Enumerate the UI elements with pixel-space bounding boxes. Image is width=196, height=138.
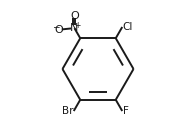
Text: Br: Br	[62, 106, 73, 116]
Text: +: +	[74, 21, 81, 30]
Text: N: N	[70, 23, 79, 33]
Text: O: O	[54, 25, 63, 34]
Text: −: −	[52, 22, 59, 31]
Text: F: F	[123, 106, 129, 116]
Text: O: O	[70, 11, 79, 21]
Text: Cl: Cl	[123, 22, 133, 32]
